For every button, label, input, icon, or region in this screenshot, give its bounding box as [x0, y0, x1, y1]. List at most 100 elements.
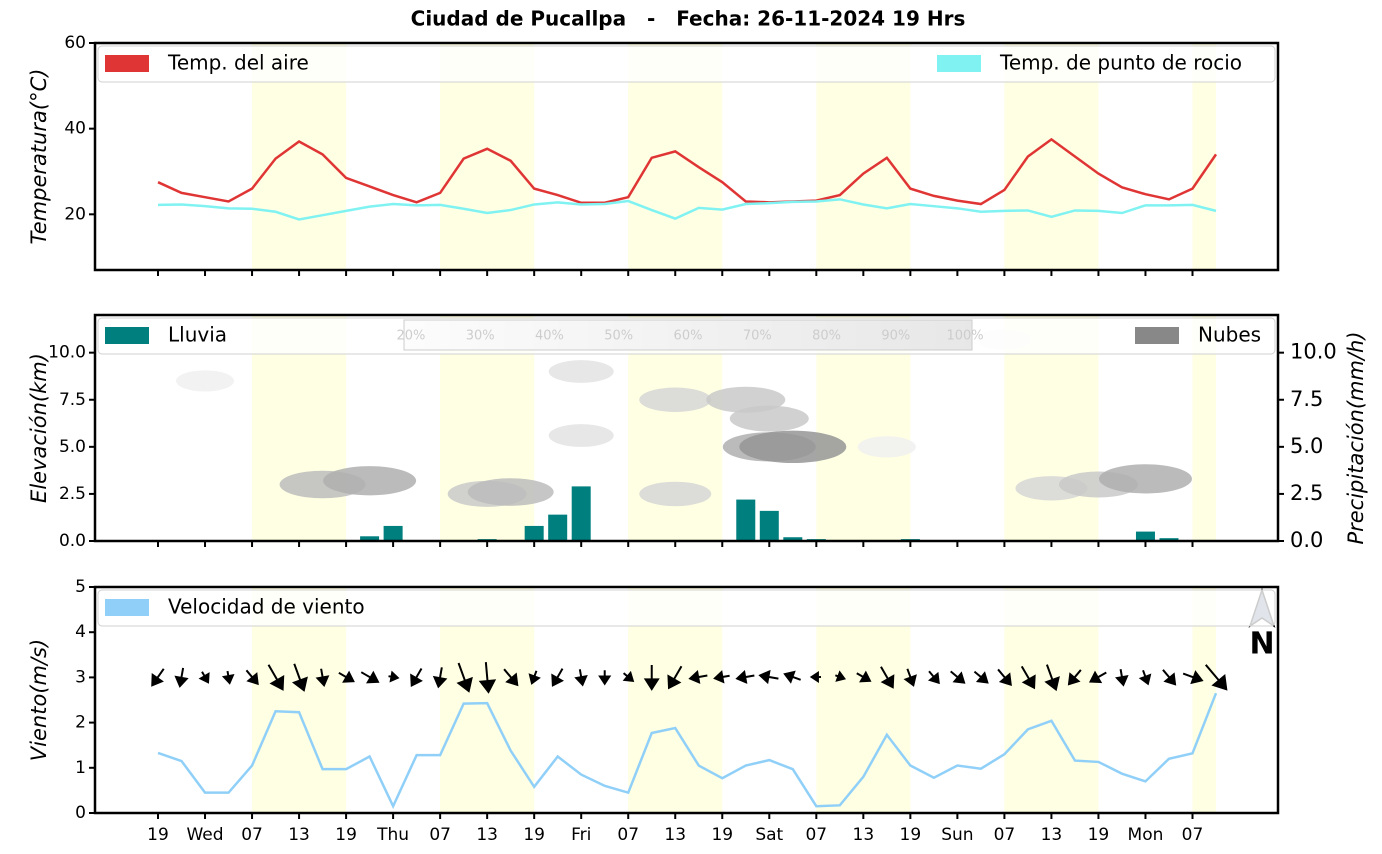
bar	[524, 525, 544, 541]
wind-arrow	[1088, 670, 1107, 684]
x-tick-label: 19	[900, 825, 922, 845]
y2-tick-label: 5.0	[1290, 434, 1323, 458]
x-tick-label: 07	[994, 825, 1016, 845]
x-tick-label: 13	[853, 825, 875, 845]
wind-arrow	[221, 670, 235, 685]
day-band	[1192, 587, 1216, 813]
cloud	[548, 360, 614, 383]
legend-label: Nubes	[1198, 323, 1261, 347]
wind-arrow	[997, 668, 1012, 686]
bar	[1159, 538, 1179, 541]
bar	[360, 536, 380, 541]
bar	[571, 486, 591, 541]
wind-arrow	[1067, 669, 1082, 686]
wind-arrow	[735, 669, 755, 684]
series-line	[157, 137, 1218, 206]
wind-arrow	[973, 670, 989, 684]
legend-swatch	[105, 55, 149, 72]
wind-arrow	[245, 669, 259, 686]
cloud	[323, 466, 417, 496]
axes-frame	[93, 41, 1280, 272]
y-tick-label: 20	[64, 204, 86, 224]
legend-swatch	[105, 327, 149, 344]
x-tick-label: 13	[476, 825, 498, 845]
y-tick-label: 0	[75, 803, 86, 823]
axes-frame	[93, 585, 1280, 815]
cloud	[639, 387, 712, 412]
wind-arrow	[1138, 669, 1152, 686]
y-tick-label: 7.5	[59, 390, 86, 410]
x-tick-label: Sat	[755, 825, 783, 845]
x-tick-label: Mon	[1128, 825, 1164, 845]
wind-arrow	[809, 670, 821, 684]
legend-label: Lluvia	[168, 323, 227, 347]
wind-arrow	[622, 670, 635, 683]
bar	[1135, 531, 1155, 541]
legend-swatch	[1135, 327, 1179, 344]
y-tick-label: 3	[75, 667, 86, 687]
x-tick-label: Wed	[186, 825, 223, 845]
cloud	[857, 436, 916, 458]
cloud	[467, 478, 554, 506]
cloud	[739, 430, 847, 464]
x-tick-label: 07	[241, 825, 263, 845]
x-tick-label: Thu	[376, 825, 409, 845]
wind-arrow	[360, 670, 380, 684]
legend-frame	[97, 589, 1276, 627]
wind-arrow	[503, 668, 519, 687]
wind-arrow	[835, 670, 847, 682]
wind-arrow	[174, 667, 189, 688]
x-tick-label: 13	[288, 825, 310, 845]
wind-arrow	[315, 668, 330, 688]
y-tick-label: 4	[75, 622, 86, 642]
wind-arrow	[903, 668, 917, 687]
wind-arrow	[758, 669, 779, 685]
y-tick-label: 5.0	[59, 437, 86, 457]
wind-arrow	[688, 669, 708, 684]
x-tick-label: 13	[664, 825, 686, 845]
bar	[383, 525, 403, 541]
y-tick-label: 2.5	[59, 484, 86, 504]
day-band	[1192, 43, 1216, 270]
axes-frame	[93, 313, 1280, 543]
x-tick-label: 19	[147, 825, 169, 845]
bar	[736, 499, 756, 541]
wind-arrow	[574, 669, 588, 687]
y-tick-label: 2	[75, 713, 86, 733]
y2-tick-label: 0.0	[1290, 528, 1323, 552]
y-axis-label: Viento(m/s)	[27, 639, 51, 761]
wind-arrow	[880, 666, 895, 689]
wind-arrow	[950, 670, 966, 684]
x-tick-label: 13	[1041, 825, 1063, 845]
north-label: N	[1249, 627, 1274, 662]
wind-arrow	[1204, 664, 1228, 691]
wind-arrow	[598, 670, 612, 686]
y-axis-label: Elevación(km)	[27, 353, 51, 503]
legend-label: Temp. del aire	[167, 51, 309, 75]
y-axis-label: Temperatura(°C)	[27, 69, 51, 245]
bar	[759, 510, 779, 541]
legend-swatch	[105, 599, 149, 616]
wind-arrow	[1182, 670, 1204, 685]
cloud	[729, 405, 809, 432]
wind-arrow	[1162, 669, 1177, 686]
cloud	[1098, 464, 1192, 494]
wind-arrow	[478, 662, 497, 694]
y-tick-label: 60	[64, 33, 86, 53]
legend-label: Velocidad de viento	[168, 595, 365, 619]
x-tick-label: Fri	[571, 825, 591, 845]
legend-frame	[97, 317, 1276, 355]
x-tick-label: 19	[711, 825, 733, 845]
wind-arrow	[151, 668, 165, 687]
series-line	[157, 198, 1217, 221]
y-tick-label: 10.0	[48, 343, 86, 363]
y2-tick-label: 2.5	[1290, 481, 1323, 505]
x-tick-label: Sun	[941, 825, 973, 845]
x-tick-label: 07	[805, 825, 827, 845]
wind-arrow	[410, 668, 423, 688]
wind-arrow	[1020, 665, 1036, 690]
cloud	[639, 481, 712, 507]
x-tick-label: 19	[1088, 825, 1110, 845]
cloud	[176, 370, 235, 392]
